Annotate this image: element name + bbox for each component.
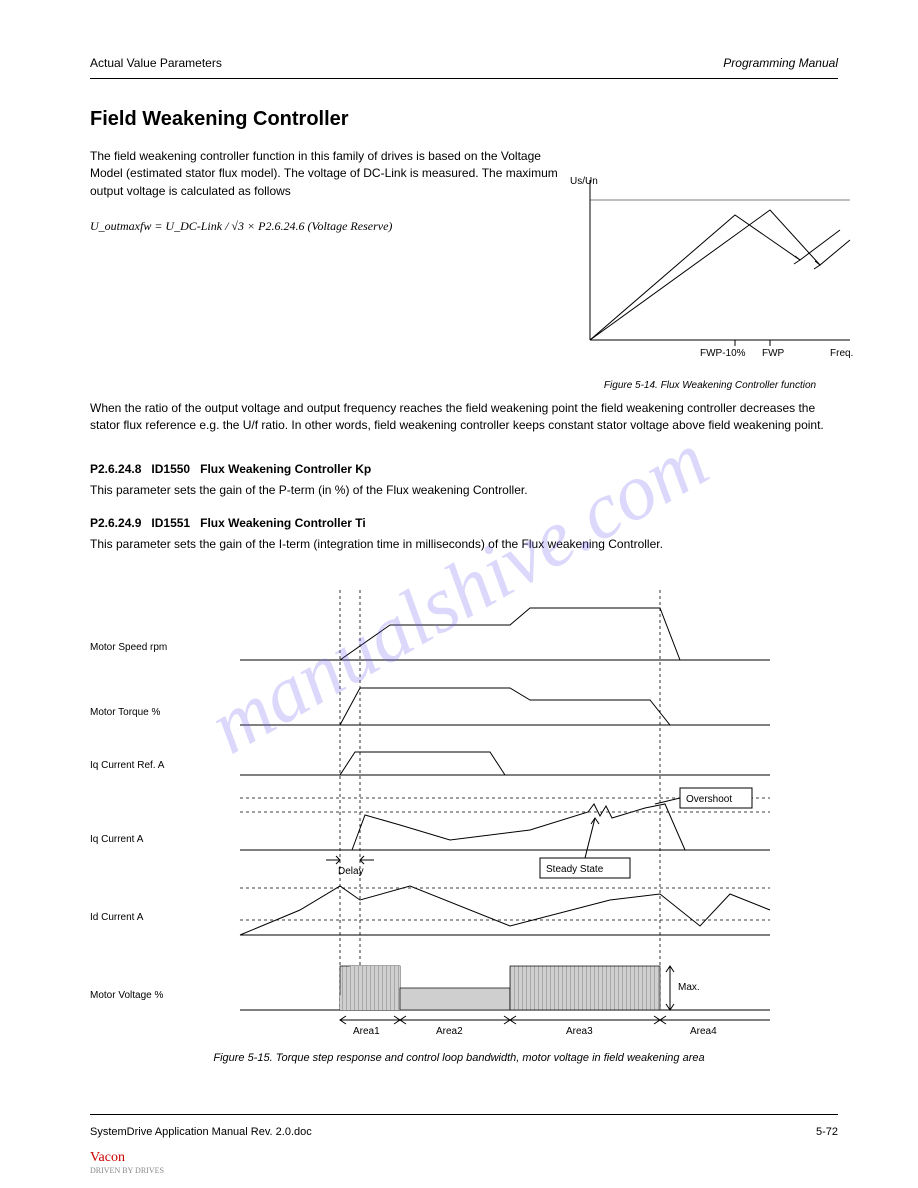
row-label-2: Iq Current Ref. A bbox=[90, 760, 165, 771]
equation: U_outmaxfw = U_DC-Link / √3 × P2.6.24.6 … bbox=[90, 219, 392, 233]
param-1-id: ID1551 bbox=[151, 516, 190, 530]
footer-logo-text: Vacon bbox=[90, 1150, 125, 1165]
row-label-1: Motor Torque % bbox=[90, 707, 161, 718]
param-0-desc: This parameter sets the gain of the P-te… bbox=[90, 482, 838, 499]
top-rule bbox=[90, 78, 838, 79]
description-2: When the ratio of the output voltage and… bbox=[90, 400, 838, 435]
figure-1: Us/Un Freq. FWP-10% FWP bbox=[570, 170, 860, 370]
bottom-rule bbox=[90, 1114, 838, 1115]
footer-logo-sub: DRIVEN BY DRIVES bbox=[90, 1166, 164, 1175]
fig1-ylabel: Us/Un bbox=[570, 176, 598, 187]
param-0-code-text: P2.6.24.8 bbox=[90, 462, 141, 476]
param-1-name: Flux Weakening Controller Ti bbox=[200, 516, 366, 530]
annot-area4: Area4 bbox=[690, 1026, 717, 1037]
footer-right: 5-72 bbox=[816, 1126, 838, 1138]
annot-area1: Area1 bbox=[353, 1026, 380, 1037]
annot-delay: Delay bbox=[338, 866, 364, 877]
param-1-desc: This parameter sets the gain of the I-te… bbox=[90, 536, 838, 553]
param-0-name: Flux Weakening Controller Kp bbox=[200, 462, 371, 476]
annot-overshoot: Overshoot bbox=[686, 794, 732, 805]
row-label-5: Motor Voltage % bbox=[90, 990, 163, 1001]
figure1-caption: Figure 5-14. Flux Weakening Controller f… bbox=[560, 380, 860, 391]
row-label-3: Iq Current A bbox=[90, 834, 144, 845]
annot-steady: Steady State bbox=[546, 864, 604, 875]
annot-max: Max. bbox=[678, 982, 700, 993]
param-0-id: ID1550 bbox=[151, 462, 190, 476]
annot-area2: Area2 bbox=[436, 1026, 463, 1037]
figure2-caption: Figure 5-15. Torque step response and co… bbox=[0, 1052, 918, 1064]
figure-2: Motor Speed rpm Motor Torque % Iq Curren… bbox=[90, 590, 850, 1040]
fig1-tick1: FWP-10% bbox=[700, 348, 746, 359]
param-0-code: P2.6.24.8 ID1550 Flux Weakening Controll… bbox=[90, 462, 371, 476]
header-left: Actual Value Parameters bbox=[90, 56, 222, 70]
fig1-tick2: FWP bbox=[762, 348, 785, 359]
footer-left: SystemDrive Application Manual Rev. 2.0.… bbox=[90, 1126, 312, 1138]
description-1: The field weakening controller function … bbox=[90, 148, 560, 235]
annot-area3: Area3 bbox=[566, 1026, 593, 1037]
section-title: Field Weakening Controller bbox=[90, 108, 349, 131]
param-1-code: P2.6.24.9 ID1551 Flux Weakening Controll… bbox=[90, 516, 366, 530]
fig1-xlabel: Freq. bbox=[830, 348, 853, 359]
footer-logo: Vacon DRIVEN BY DRIVES bbox=[90, 1150, 164, 1175]
param-1-code-text: P2.6.24.9 bbox=[90, 516, 141, 530]
desc1-text: The field weakening controller function … bbox=[90, 149, 558, 198]
row-label-4: Id Current A bbox=[90, 912, 144, 923]
row-label-0: Motor Speed rpm bbox=[90, 642, 167, 653]
header-right: Programming Manual bbox=[723, 56, 838, 70]
